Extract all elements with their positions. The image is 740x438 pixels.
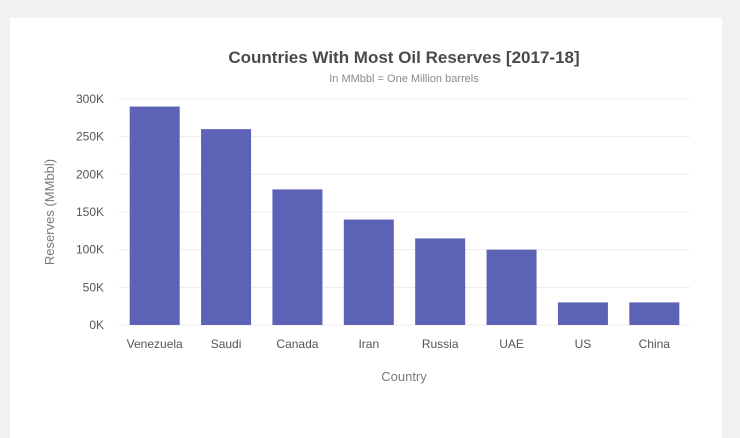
chart-title: Countries With Most Oil Reserves [2017-1… xyxy=(228,48,579,67)
chart-subtitle: In MMbbl = One Million barrels xyxy=(329,73,479,85)
x-tick-label: US xyxy=(575,337,592,351)
bar-venezuela[interactable] xyxy=(129,106,180,326)
y-tick-label: 300K xyxy=(76,92,104,106)
x-tick-label: Canada xyxy=(276,337,318,351)
bar-china[interactable] xyxy=(629,302,680,325)
x-axis-label: Country xyxy=(381,369,427,384)
y-tick-label: 100K xyxy=(76,243,104,257)
x-tick-label: Russia xyxy=(422,337,459,351)
y-tick-label: 0K xyxy=(89,318,104,332)
y-axis-ticks: 0K 50K 100K 150K 200K 250K 300K xyxy=(76,92,104,332)
x-axis-ticks: Venezuela Saudi Canada Iran Russia UAE US China xyxy=(127,337,671,351)
x-tick-label: Iran xyxy=(358,337,379,351)
bar-saudi[interactable] xyxy=(201,129,252,325)
bar-us[interactable] xyxy=(557,302,608,325)
x-tick-label: Saudi xyxy=(211,337,242,351)
bars xyxy=(129,106,680,326)
x-tick-label: Venezuela xyxy=(127,337,183,351)
x-tick-label: UAE xyxy=(499,337,524,351)
bar-iran[interactable] xyxy=(343,219,394,325)
bar-russia[interactable] xyxy=(415,238,466,325)
x-tick-label: China xyxy=(639,337,671,351)
bar-uae[interactable] xyxy=(486,249,537,325)
chart-svg: Countries With Most Oil Reserves [2017-1… xyxy=(42,48,690,384)
y-tick-label: 250K xyxy=(76,130,104,144)
y-tick-label: 200K xyxy=(76,167,104,181)
bar-canada[interactable] xyxy=(272,189,323,325)
y-tick-label: 50K xyxy=(83,280,104,294)
y-tick-label: 150K xyxy=(76,205,104,219)
y-axis-label: Reserves (MMbbl) xyxy=(42,159,57,265)
